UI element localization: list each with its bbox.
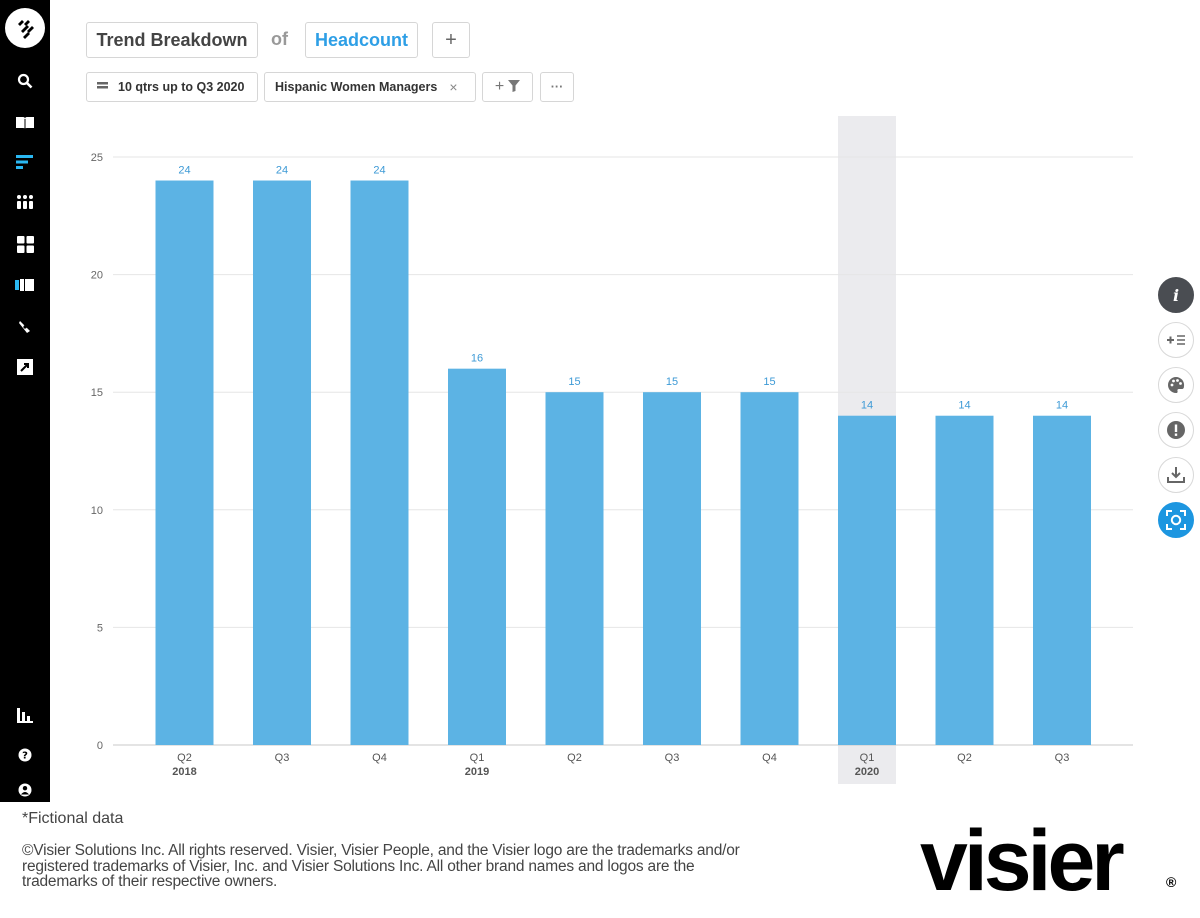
metric-selector[interactable]: Headcount	[305, 22, 418, 58]
bar[interactable]	[838, 415, 896, 745]
bar-value-label: 14	[958, 400, 970, 412]
info-icon[interactable]: i	[1158, 277, 1194, 313]
bar[interactable]	[935, 415, 994, 745]
x-tick-label: Q2	[957, 752, 972, 764]
population-filter[interactable]: Hispanic Women Managers ×	[264, 72, 476, 102]
user-icon[interactable]	[13, 778, 37, 802]
bar[interactable]	[643, 392, 701, 745]
copyright-notice: ©Visier Solutions Inc. All rights reserv…	[22, 842, 740, 890]
more-options-button[interactable]: ···	[540, 72, 574, 102]
x-tick-label: Q1	[470, 752, 485, 764]
title-connector: of	[271, 29, 288, 49]
x-year-label: 2019	[465, 766, 489, 778]
time-period-filter[interactable]: 10 qtrs up to Q3 2020	[86, 72, 258, 102]
remove-filter-icon[interactable]: ×	[449, 79, 458, 95]
bar[interactable]	[740, 392, 799, 745]
add-filter-button[interactable]: +	[482, 72, 533, 102]
analysis-type-selector[interactable]: Trend Breakdown	[86, 22, 258, 58]
add-metric-button[interactable]: +	[432, 22, 470, 58]
y-tick-label: 15	[91, 387, 103, 399]
snapshot-icon[interactable]	[1158, 502, 1194, 538]
bar-value-label: 24	[373, 165, 385, 177]
explore-icon[interactable]	[13, 315, 37, 339]
analysis-icon[interactable]	[13, 150, 37, 174]
x-tick-label: Q2	[177, 752, 192, 764]
sidebar-nav: ?	[0, 0, 50, 802]
help-icon[interactable]: ?	[13, 743, 37, 767]
bar[interactable]	[448, 368, 506, 745]
add-filter-plus: +	[494, 78, 505, 95]
bar-value-label: 14	[1056, 400, 1068, 412]
x-tick-label: Q3	[665, 752, 680, 764]
x-tick-label: Q4	[762, 752, 777, 764]
bar-value-label: 14	[861, 400, 873, 412]
fictional-data-note: *Fictional data	[22, 810, 124, 827]
x-tick-label: Q3	[275, 752, 290, 764]
bar[interactable]	[350, 180, 409, 745]
book-icon[interactable]	[13, 111, 37, 135]
y-tick-label: 5	[97, 622, 103, 634]
bar-value-label: 16	[471, 353, 483, 365]
y-tick-label: 10	[91, 505, 103, 517]
headcount-bar-chart: 24 24 24 16 15 15 15 14 14 14 0 5 10 15 20 25 Q2 2018 Q3 Q…	[91, 116, 1133, 784]
visier-brand-logo: visier	[920, 813, 1125, 909]
download-icon[interactable]	[1158, 457, 1194, 493]
y-tick-label: 20	[91, 270, 103, 282]
bar-value-label: 15	[666, 376, 678, 388]
x-tick-label: Q4	[372, 752, 387, 764]
registered-mark: ®	[1166, 874, 1177, 890]
dashboard-icon[interactable]	[13, 232, 37, 256]
x-year-label: 2020	[855, 766, 879, 778]
calendar-icon	[97, 80, 108, 94]
alert-icon[interactable]	[1158, 412, 1194, 448]
y-tick-label: 0	[97, 740, 103, 752]
x-year-label: 2018	[172, 766, 196, 778]
x-tick-label: Q2	[567, 752, 582, 764]
bar[interactable]	[545, 392, 604, 745]
population-label: Hispanic Women Managers	[275, 80, 438, 94]
guidebook-icon[interactable]	[13, 273, 37, 297]
visier-logo-icon[interactable]	[5, 8, 45, 48]
chart-icon[interactable]	[13, 703, 37, 727]
y-tick-label: 25	[91, 152, 103, 164]
add-compare-icon[interactable]	[1158, 322, 1194, 358]
bar-value-label: 24	[178, 165, 190, 177]
palette-icon[interactable]	[1158, 367, 1194, 403]
search-icon[interactable]	[13, 69, 37, 93]
x-tick-label: Q1	[860, 752, 875, 764]
time-period-label: 10 qtrs up to Q3 2020	[118, 80, 245, 94]
x-tick-label: Q3	[1055, 752, 1070, 764]
bar-value-label: 15	[763, 376, 775, 388]
bar-value-label: 15	[568, 376, 580, 388]
filter-icon	[508, 79, 521, 95]
bar[interactable]	[155, 180, 214, 745]
svg-text:?: ?	[22, 751, 28, 762]
bar-value-label: 24	[276, 165, 288, 177]
share-icon[interactable]	[13, 355, 37, 379]
bar[interactable]	[1033, 415, 1091, 745]
grid-dots-icon[interactable]	[13, 190, 37, 214]
bar[interactable]	[253, 180, 311, 745]
